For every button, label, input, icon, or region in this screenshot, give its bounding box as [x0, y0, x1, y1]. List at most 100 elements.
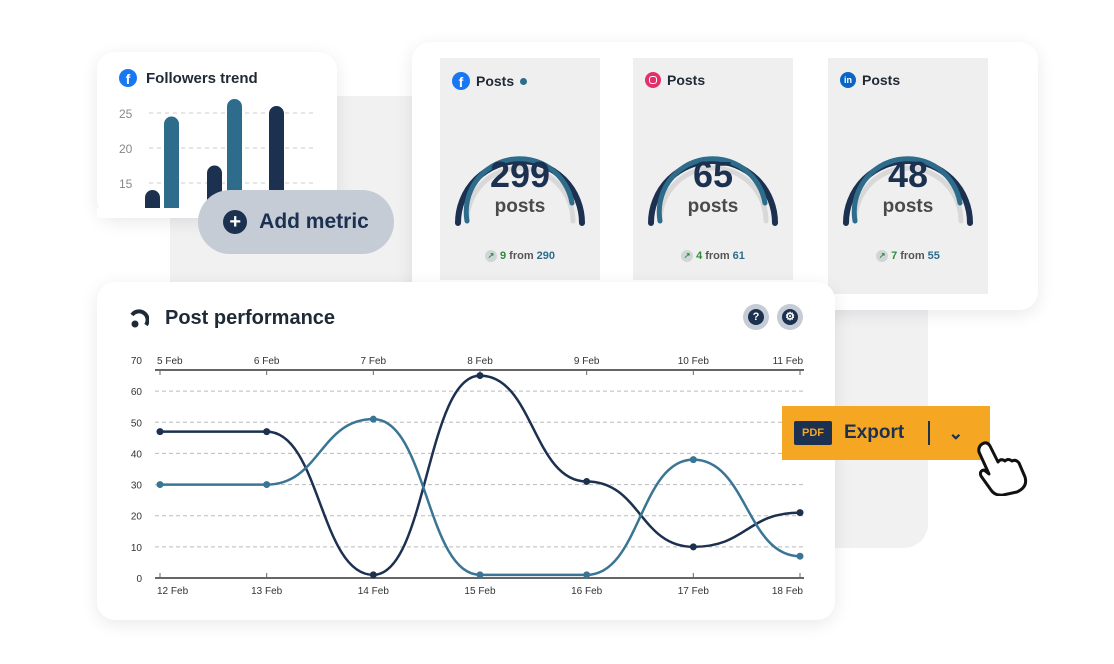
x-tick-label: 15 Feb: [464, 586, 496, 597]
trend-up-icon: ↗: [485, 250, 498, 262]
x-top-tick-label: 9 Feb: [574, 356, 600, 367]
y-tick-label: 60: [131, 387, 143, 398]
y-tick-label: 70: [131, 356, 143, 367]
delta-value: 9: [500, 250, 507, 262]
follower-bar: [227, 99, 242, 218]
data-point: [476, 372, 484, 380]
x-tick-label: 12 Feb: [157, 586, 189, 597]
posts-unit: posts: [494, 196, 546, 217]
linkedin-icon: in: [840, 72, 856, 88]
gauge: [455, 156, 585, 226]
facebook-icon: f: [119, 69, 137, 87]
posts-card-linkedin: in Posts 48 posts ↗ 7 from 55: [828, 58, 988, 294]
from-label: from: [509, 250, 534, 262]
posts-card-title: Posts: [862, 72, 901, 88]
data-point: [156, 428, 164, 436]
data-point: [583, 571, 591, 579]
posts-card-title: Posts: [476, 73, 515, 89]
performance-title: Post performance: [129, 307, 335, 330]
data-point: [476, 571, 484, 579]
posts-value: 65: [692, 154, 734, 195]
data-point: [689, 456, 697, 464]
x-tick-label: 18 Feb: [772, 586, 804, 597]
export-button[interactable]: PDF Export ⌄: [782, 406, 990, 460]
x-top-tick-label: 5 Feb: [157, 356, 183, 367]
followers-title: f Followers trend: [119, 69, 258, 87]
delta-value: 7: [891, 250, 898, 262]
x-top-tick-label: 11 Feb: [773, 356, 804, 367]
posts-unit: posts: [687, 196, 739, 217]
gauge: [843, 156, 973, 226]
posts-unit: posts: [882, 196, 934, 217]
data-point: [156, 481, 164, 489]
instagram-icon: [645, 72, 661, 88]
x-top-tick-label: 6 Feb: [254, 356, 280, 367]
from-label: from: [705, 250, 730, 262]
gear-icon: ⚙: [782, 309, 798, 325]
data-point: [689, 543, 697, 551]
data-point: [796, 552, 804, 560]
data-point: [263, 481, 271, 489]
posts-delta: ↗ 4 from 61: [633, 250, 793, 262]
posts-card-title: Posts: [667, 72, 706, 88]
follower-bar: [164, 116, 179, 218]
performance-title-text: Post performance: [165, 307, 336, 329]
posts-delta: ↗ 7 from 55: [828, 250, 988, 262]
y-tick-label: 15: [119, 177, 133, 191]
post-performance-card: Post performance ? ⚙ 0 10 20 30 40 50 60 70 5 Fe…: [97, 282, 835, 620]
divider: [928, 421, 931, 445]
y-tick-label: 40: [131, 449, 143, 460]
posts-card-header: Posts: [645, 72, 705, 88]
add-metric-button[interactable]: + Add metric: [198, 190, 394, 254]
series-line-2: [159, 417, 801, 577]
posts-delta: ↗ 9 from 290: [440, 250, 600, 262]
posts-value: 48: [887, 154, 929, 195]
trend-up-icon: ↗: [876, 250, 889, 262]
data-point: [263, 428, 271, 436]
previous-value: 61: [732, 250, 745, 262]
y-tick-label: 20: [131, 512, 143, 523]
x-tick-label: 16 Feb: [571, 586, 603, 597]
help-button[interactable]: ?: [743, 304, 769, 330]
x-tick-label: 14 Feb: [358, 586, 390, 597]
question-icon: ?: [748, 309, 764, 325]
posts-card-header: in Posts: [840, 72, 900, 88]
chevron-down-icon[interactable]: ⌄: [948, 422, 964, 443]
series-line-1: [160, 374, 801, 577]
y-tick-label: 25: [119, 107, 133, 121]
y-tick-label: 0: [136, 574, 142, 585]
settings-button[interactable]: ⚙: [777, 304, 803, 330]
x-top-tick-label: 10 Feb: [678, 356, 710, 367]
data-point: [369, 571, 377, 579]
data-point: [796, 509, 804, 517]
delta-value: 4: [696, 250, 703, 262]
x-tick-label: 17 Feb: [678, 586, 710, 597]
post-performance-chart: 0 10 20 30 40 50 60 70 5 Feb 12 Feb 6 Feb 13 Feb 7 F…: [131, 356, 804, 597]
plus-icon: +: [223, 210, 248, 234]
posts-card-facebook: f Posts 299 posts ↗ 9 from 290: [440, 58, 600, 280]
posts-value: 299: [489, 154, 551, 195]
from-label: from: [900, 250, 925, 262]
posts-card-instagram: Posts 65 posts ↗ 4 from 61: [633, 58, 793, 280]
data-point: [369, 415, 377, 423]
posts-card-header: f Posts: [452, 72, 528, 90]
x-tick-label: 13 Feb: [251, 586, 283, 597]
y-tick-label: 30: [131, 481, 143, 492]
pdf-badge: PDF: [794, 421, 832, 445]
y-tick-label: 50: [131, 418, 143, 429]
export-label: Export: [844, 422, 905, 443]
followers-title-text: Followers trend: [146, 69, 258, 87]
hand-cursor-icon: [977, 441, 1028, 496]
gauge: [648, 156, 778, 226]
performance-icon: [130, 308, 149, 327]
data-point: [583, 477, 591, 485]
y-tick-label: 20: [119, 142, 133, 156]
x-top-tick-label: 7 Feb: [361, 356, 387, 367]
x-top-tick-label: 8 Feb: [467, 356, 493, 367]
previous-value: 55: [927, 250, 940, 262]
status-dot: [520, 77, 528, 85]
posts-cards-panel: f Posts 299 posts ↗ 9 from 290 Posts 65 post…: [412, 42, 1038, 310]
facebook-icon: f: [452, 72, 470, 90]
trend-up-icon: ↗: [681, 250, 694, 262]
add-metric-label: Add metric: [259, 210, 369, 233]
